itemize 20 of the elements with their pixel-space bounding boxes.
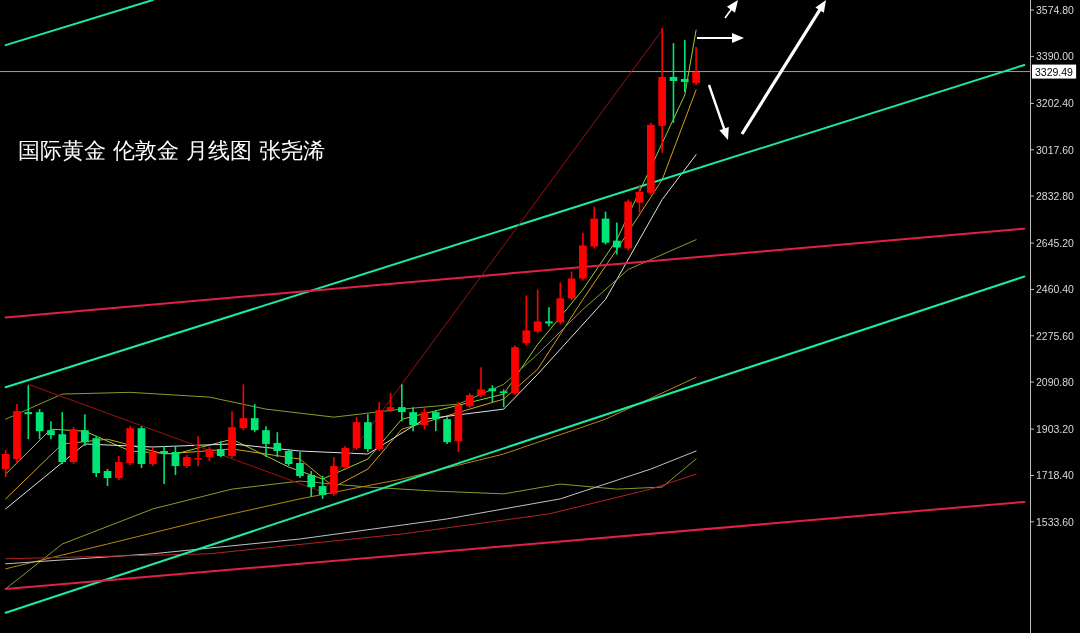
y-tick-label: 1903.20 (1036, 423, 1075, 436)
line-series (5, 376, 697, 570)
line-series (5, 473, 697, 560)
line-series (5, 89, 697, 500)
line-series (5, 458, 697, 590)
y-tick-label: 3390.00 (1036, 50, 1075, 63)
text: 国际黄金 伦敦金 月线图 张尧浠 (18, 138, 325, 163)
y-tick-label: 2090.80 (1036, 376, 1075, 389)
y-tick-label: 3202.40 (1036, 97, 1075, 110)
y-tick-label: 2460.40 (1036, 283, 1075, 296)
ref-line-label: 3329.49 (1035, 65, 1074, 78)
y-tick-label: 3017.60 (1036, 143, 1075, 156)
y-tick-label: 1718.40 (1036, 469, 1075, 482)
y-tick-label: 2645.20 (1036, 237, 1075, 250)
y-tick-label: 1533.60 (1036, 515, 1075, 528)
line-series (5, 450, 697, 565)
y-tick-label: 3574.80 (1036, 4, 1075, 17)
line-series (5, 239, 697, 420)
y-tick-label: 2832.80 (1036, 190, 1075, 203)
y-tick-label: 2275.60 (1036, 329, 1075, 342)
